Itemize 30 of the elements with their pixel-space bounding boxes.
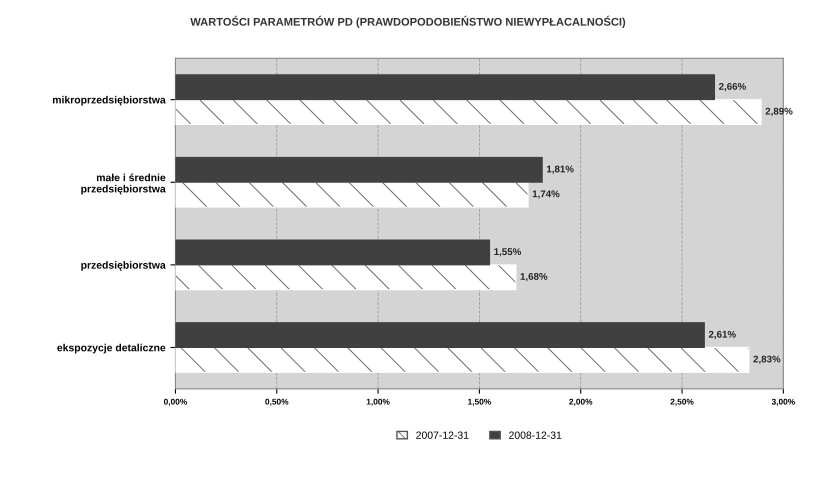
data-label: 2,66% — [718, 82, 746, 92]
chart-title: WARTOŚCI PARAMETRÓW PD (PRAWDOPODOBIEŃSTWO NIEWYPŁACALNOŚCI) — [190, 16, 626, 28]
bar — [175, 264, 516, 290]
x-tick-label: 0,00% — [164, 398, 188, 406]
x-tick-label: 1,00% — [366, 398, 390, 406]
data-label: 2,89% — [766, 108, 793, 116]
y-tick-label: ekspozycje detaliczne — [57, 344, 166, 354]
bar — [175, 346, 750, 373]
bar — [175, 99, 762, 125]
x-tick-label: 0,50% — [265, 398, 288, 406]
x-tick-label: 2,50% — [670, 398, 694, 406]
legend-label: 2008-12-31 — [509, 432, 562, 439]
data-label: 2,61% — [708, 330, 736, 340]
x-tick-label: 3,00% — [772, 398, 795, 406]
y-tick-label: małe i średnie przedsiębiorstwa — [81, 174, 166, 195]
data-label: 1,74% — [532, 190, 560, 199]
y-tick-label: mikroprzedsiębiorstwa — [52, 96, 166, 106]
legend-label: 2007-12-31 — [416, 432, 468, 439]
bar — [175, 156, 543, 183]
data-label: 1,81% — [546, 166, 574, 174]
x-tick-label: 1,50% — [468, 398, 491, 406]
data-label: 1,68% — [520, 272, 548, 282]
y-tick-label: przedsiębiorstwa — [81, 261, 166, 271]
bar — [175, 240, 490, 266]
data-label: 1,55% — [494, 248, 522, 256]
bar — [175, 322, 705, 348]
bar — [175, 74, 716, 100]
bar — [175, 182, 529, 208]
x-tick-label: 2,00% — [569, 398, 592, 406]
data-label: 2,83% — [753, 356, 780, 364]
